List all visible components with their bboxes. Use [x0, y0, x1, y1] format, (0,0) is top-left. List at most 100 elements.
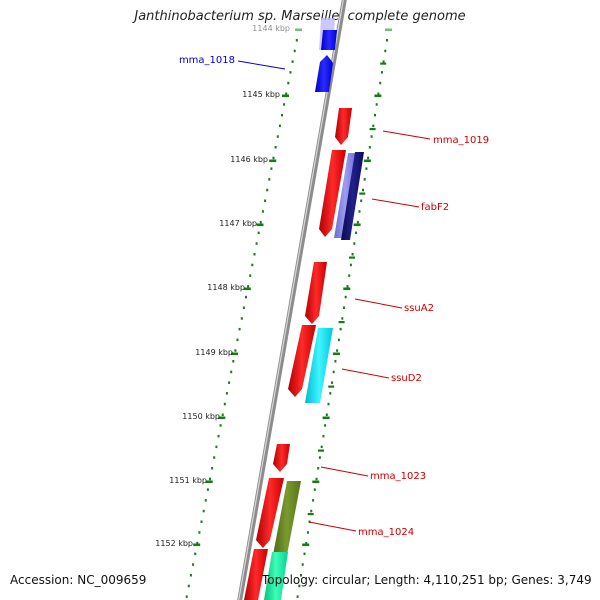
kbp-label-1146: 1146 kbp	[230, 155, 268, 164]
gene-arrow-mma-1024[interactable]	[273, 481, 301, 555]
ruler-inner-dot	[217, 434, 220, 438]
ruler-outer-dot	[353, 242, 356, 245]
gene-label-mma-1018[interactable]: mma_1018	[179, 55, 235, 66]
ruler-inner-dot	[234, 349, 237, 352]
accession-text: Accession: NC_009659	[10, 573, 147, 587]
kbp-tick-outer	[385, 28, 392, 32]
kbp-minor-tick	[369, 128, 376, 131]
kbp-tick-outer	[302, 543, 310, 547]
ruler-outer-dot	[300, 574, 302, 577]
kbp-tick-inner	[295, 28, 303, 32]
gene-arrow-fabF2[interactable]	[341, 152, 364, 240]
kbp-label-1144: 1144 kbp	[252, 24, 290, 33]
ruler-outer-dot	[305, 541, 308, 545]
ruler-inner-dot	[238, 327, 241, 331]
callout-mma-1024	[308, 521, 357, 532]
ruler-outer-dot	[344, 295, 347, 299]
kbp-minor-tick	[349, 256, 355, 259]
kbp-label-1148: 1148 kbp	[207, 283, 245, 292]
ruler-inner-dot	[242, 306, 245, 309]
ruler-outer-dot	[317, 467, 320, 470]
ruler-inner-dot	[189, 574, 192, 577]
ruler-outer-dot	[351, 253, 354, 256]
ruler-outer-dot	[337, 338, 340, 342]
ruler-outer-dot	[325, 413, 328, 416]
kbp-label-1147: 1147 kbp	[219, 219, 257, 228]
ruler-outer-dot	[313, 488, 316, 491]
ruler-outer-dot	[303, 552, 306, 556]
ruler-inner-dot	[228, 381, 231, 384]
ruler-inner-dot	[230, 370, 233, 374]
ruler-outer-dot	[370, 135, 373, 138]
ruler-inner-dot	[209, 477, 211, 481]
ruler-inner-dot	[264, 199, 267, 202]
ruler-outer-dot	[310, 509, 313, 513]
callout-mma-1023	[320, 466, 369, 477]
gene-label-fabF2[interactable]: fabF2	[421, 202, 449, 213]
ruler-outer-dot	[377, 92, 380, 95]
ruler-outer-dot	[379, 81, 382, 85]
ruler-outer-dot	[349, 263, 352, 267]
ruler-inner-dot	[213, 456, 216, 459]
ruler-outer-dot	[356, 220, 359, 224]
gene-arrow-mma-1023[interactable]	[273, 444, 290, 472]
callout-ssuA2	[354, 298, 403, 309]
kbp-tick-outer	[332, 352, 340, 356]
gene-arrow-ssuD2[interactable]	[305, 328, 333, 403]
kbp-minor-tick	[338, 321, 345, 324]
gene-label-ssuA2[interactable]: ssuA2	[404, 303, 434, 314]
ruler-inner-dot	[247, 285, 250, 288]
ruler-outer-dot	[374, 113, 376, 117]
ruler-inner-dot	[204, 499, 207, 502]
ruler-outer-dot	[386, 39, 388, 42]
ruler-outer-dot	[348, 274, 351, 277]
kbp-label-1149: 1149 kbp	[195, 348, 233, 357]
gene-arrow-red-bottom[interactable]	[244, 549, 268, 600]
ruler-inner-dot	[236, 338, 239, 342]
kbp-tick-inner	[205, 480, 213, 484]
gene-arrow-lavender[interactable]	[334, 153, 356, 238]
ruler-inner-dot	[272, 156, 275, 160]
ruler-inner-dot	[283, 103, 286, 106]
kbp-tick-inner	[243, 287, 251, 291]
gene-label-mma-1024[interactable]: mma_1024	[358, 527, 414, 538]
gene-arrow-red-1151[interactable]	[256, 478, 284, 548]
gene-arrow-mma-1018[interactable]	[315, 55, 333, 92]
gene-arrow-ssuA2[interactable]	[305, 262, 327, 324]
ruler-track	[185, 28, 392, 598]
ruler-outer-dot	[298, 584, 301, 588]
ruler-outer-dot	[384, 49, 387, 53]
ruler-inner-dot	[289, 71, 292, 74]
gene-label-mma-1019[interactable]: mma_1019	[433, 135, 489, 146]
gene-arrow-mma-1019[interactable]	[335, 108, 352, 145]
ruler-outer-dot	[315, 477, 318, 481]
gene-arrow-red-1149[interactable]	[288, 325, 316, 397]
gene-label-mma-1023[interactable]: mma_1023	[370, 471, 426, 482]
ruler-inner-dot	[215, 445, 218, 449]
kbp-tick-outer	[343, 287, 351, 291]
ruler-outer-dot	[336, 349, 339, 352]
gene-label-ssuD2[interactable]: ssuD2	[391, 373, 422, 384]
ruler-inner-dot	[261, 210, 264, 213]
ruler-outer-dot	[334, 360, 337, 363]
gene-arrow-mint[interactable]	[264, 552, 288, 600]
kbp-minor-tick	[380, 62, 387, 65]
ruler-inner-dot	[278, 124, 281, 128]
gene-arrow-red-1146[interactable]	[319, 150, 346, 237]
ruler-inner-dot	[293, 49, 296, 53]
ruler-inner-dot	[249, 274, 252, 277]
ruler-inner-dot	[270, 167, 273, 170]
ruler-inner-dot	[295, 39, 298, 42]
ruler-outer-dot	[301, 563, 304, 566]
ruler-inner-dot	[185, 595, 188, 598]
kbp-label-1150: 1150 kbp	[182, 412, 220, 421]
gene-arrow-mma-1018-partial[interactable]	[321, 30, 337, 50]
ruler-inner-dot	[274, 146, 277, 149]
ruler-outer-dot	[296, 595, 299, 598]
ruler-inner-dot	[266, 188, 269, 192]
ruler-inner-dot	[200, 520, 203, 523]
ruler-outer-dot	[329, 392, 332, 395]
ruler-inner-dot	[240, 317, 243, 320]
ruler-outer-dot	[312, 499, 315, 502]
